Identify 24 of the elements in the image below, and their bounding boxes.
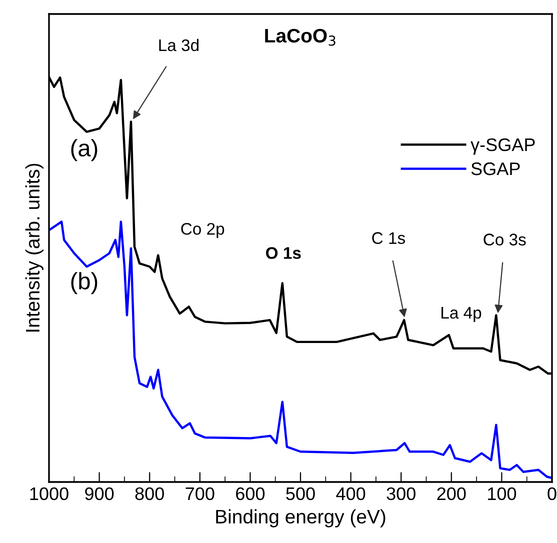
annotation: O 1s: [266, 247, 301, 259]
legend-label: γ-SGAP: [470, 138, 535, 155]
x-tick-label: 300: [386, 487, 416, 500]
y-axis-title: Intensity (arb. units): [25, 164, 44, 332]
x-tick-label: 200: [437, 487, 466, 500]
annotation: Co 3s: [484, 234, 526, 246]
annotation: Co 2p: [181, 222, 224, 238]
x-tick-label: 100: [488, 487, 516, 500]
x-tick-label: 0: [548, 487, 556, 500]
x-tick-label: 400: [336, 487, 366, 500]
x-tick-label: 1000: [30, 487, 68, 500]
x-tick-label: 700: [186, 487, 214, 500]
annotation: C 1s: [372, 232, 405, 244]
x-tick-label: 600: [236, 487, 265, 500]
chart-title: LaCoO$_{3}$: [265, 28, 336, 46]
x-tick-label: 500: [286, 487, 315, 500]
legend-label: SGAP: [471, 162, 520, 176]
annotation: La 4p: [442, 307, 482, 322]
x-axis-title: Binding energy (eV): [216, 509, 386, 528]
annotation: (b): [71, 272, 98, 294]
annotation: (a): [71, 139, 98, 162]
x-tick-label: 900: [85, 487, 114, 500]
annotation: La 3d: [159, 38, 198, 52]
x-tick-label: 800: [135, 487, 164, 500]
